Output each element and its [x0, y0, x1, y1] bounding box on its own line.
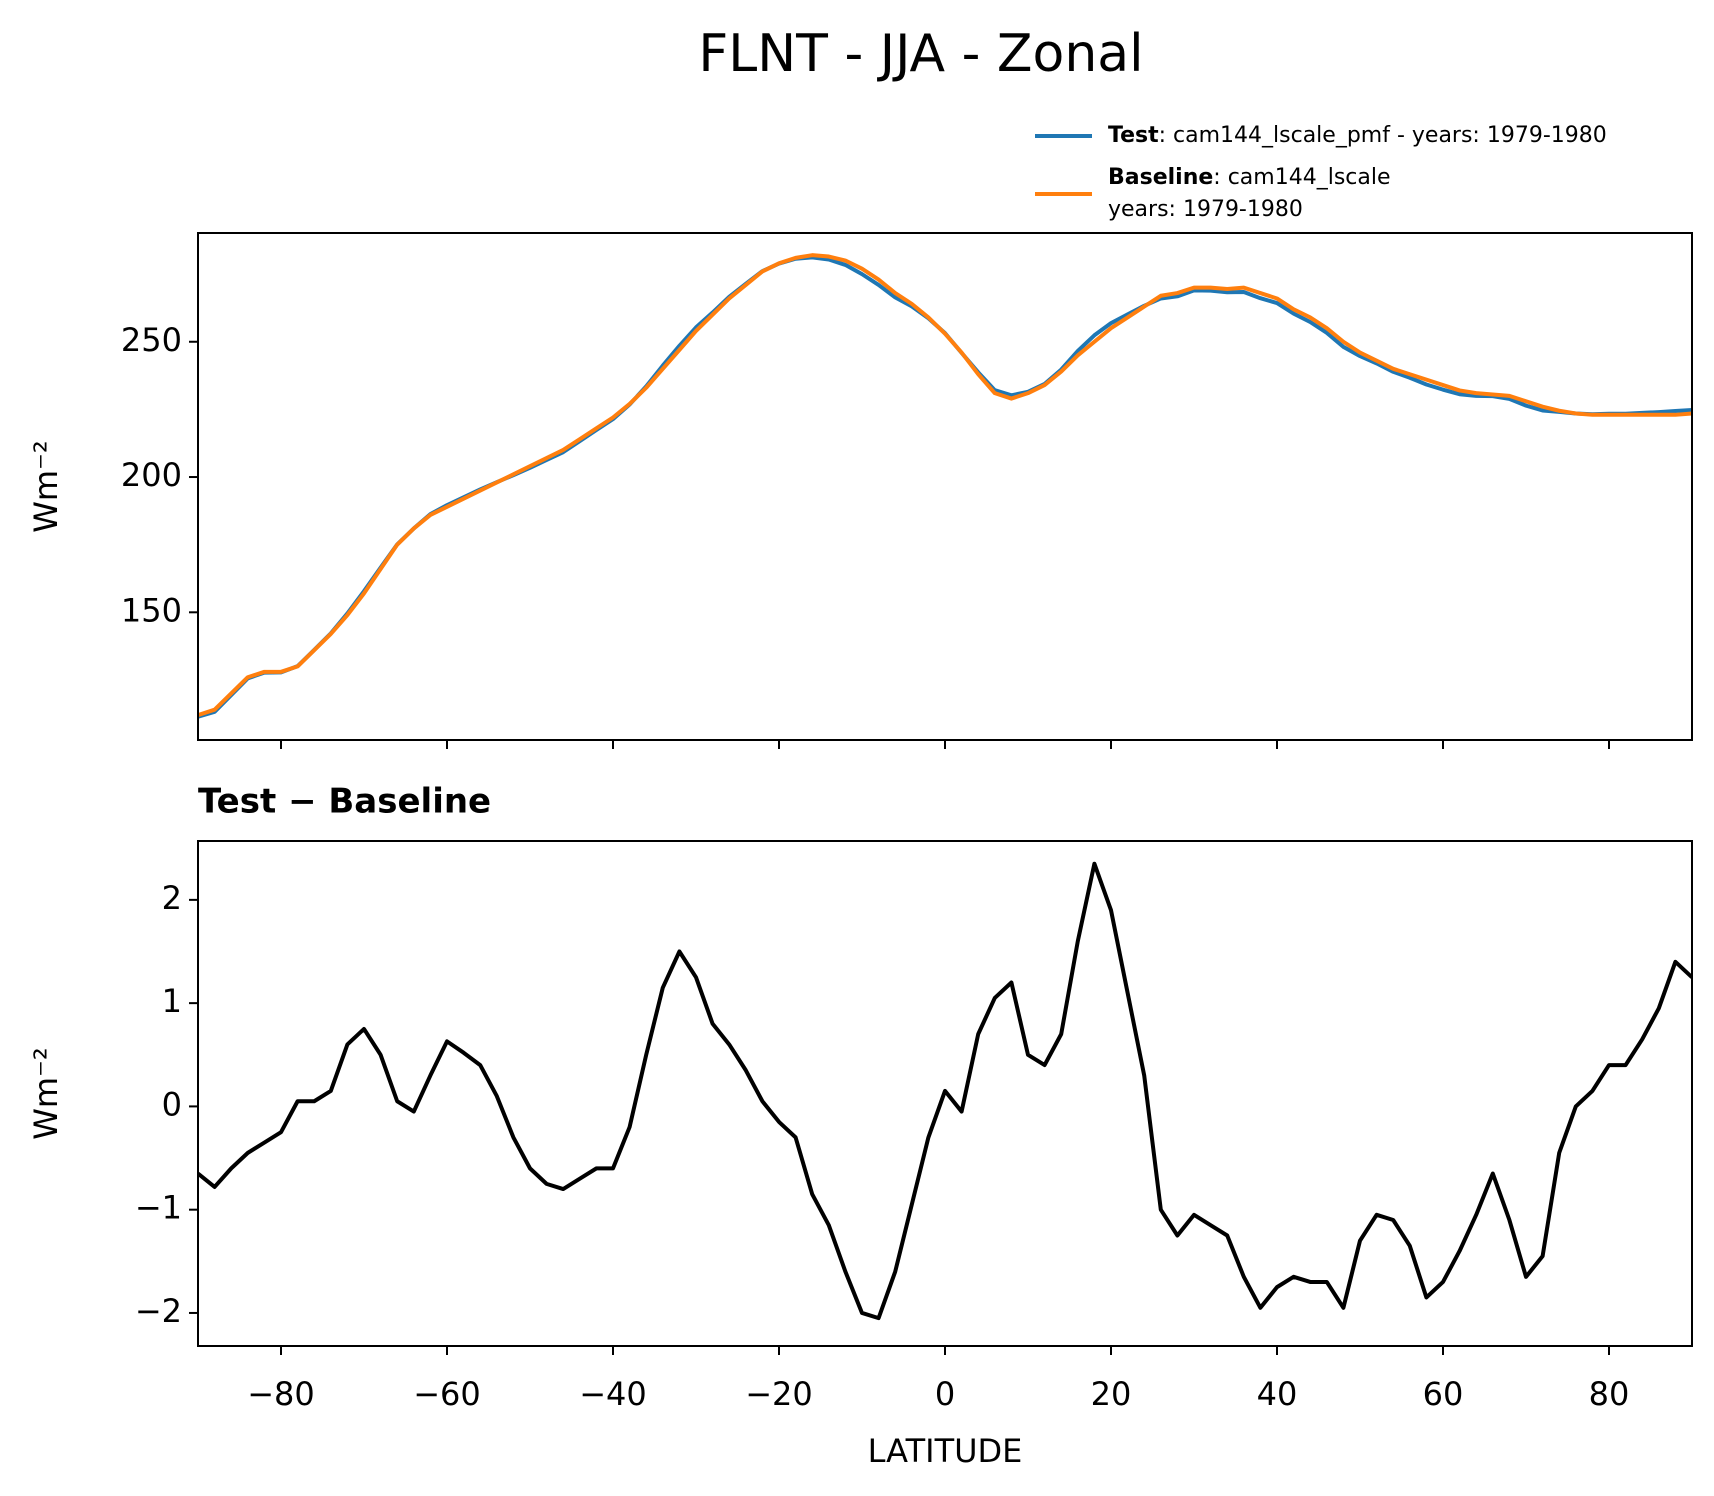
- x-axis-label: LATITUDE: [868, 1432, 1023, 1470]
- x-tick-label: 20: [1091, 1375, 1132, 1413]
- y-axis-label: Wm⁻²: [27, 440, 65, 533]
- legend-entry: Baseline: cam144_lscale: [1108, 165, 1391, 190]
- x-tick-label: 40: [1257, 1375, 1298, 1413]
- figure-title: FLNT - JJA - Zonal: [698, 24, 1143, 84]
- y-tick-label: 250: [121, 321, 182, 359]
- legend-label: years: 1979-1980: [1108, 197, 1303, 222]
- x-tick-label: −80: [247, 1375, 315, 1413]
- x-tick-label: −60: [413, 1375, 481, 1413]
- y-tick-label: 200: [121, 456, 182, 494]
- y-tick-label: −1: [135, 1189, 182, 1227]
- y-axis-label: Wm⁻²: [27, 1047, 65, 1140]
- y-tick-label: 0: [162, 1085, 182, 1123]
- y-tick-label: 150: [121, 591, 182, 629]
- x-tick-label: 60: [1423, 1375, 1464, 1413]
- legend-label: : cam144_lscale_pmf - years: 1979-1980: [1159, 123, 1607, 148]
- x-tick-label: 0: [935, 1375, 955, 1413]
- chart-title: Test − Baseline: [198, 782, 491, 822]
- y-tick-label: −2: [135, 1292, 182, 1330]
- legend-name: Test: [1108, 123, 1159, 148]
- y-tick-label: 2: [162, 879, 182, 917]
- y-tick-label: 1: [162, 982, 182, 1020]
- legend-entry: Test: cam144_lscale_pmf - years: 1979-19…: [1108, 123, 1607, 148]
- legend-name: Baseline: [1108, 165, 1213, 190]
- x-tick-label: −20: [745, 1375, 813, 1413]
- series-line: [198, 253, 1692, 718]
- axes-frame: [197, 232, 1693, 741]
- series-line: [198, 861, 1692, 1321]
- series-line: [198, 255, 1692, 719]
- legend-label: : cam144_lscale: [1213, 165, 1390, 190]
- x-tick-label: 80: [1589, 1375, 1630, 1413]
- x-tick-label: −40: [579, 1375, 647, 1413]
